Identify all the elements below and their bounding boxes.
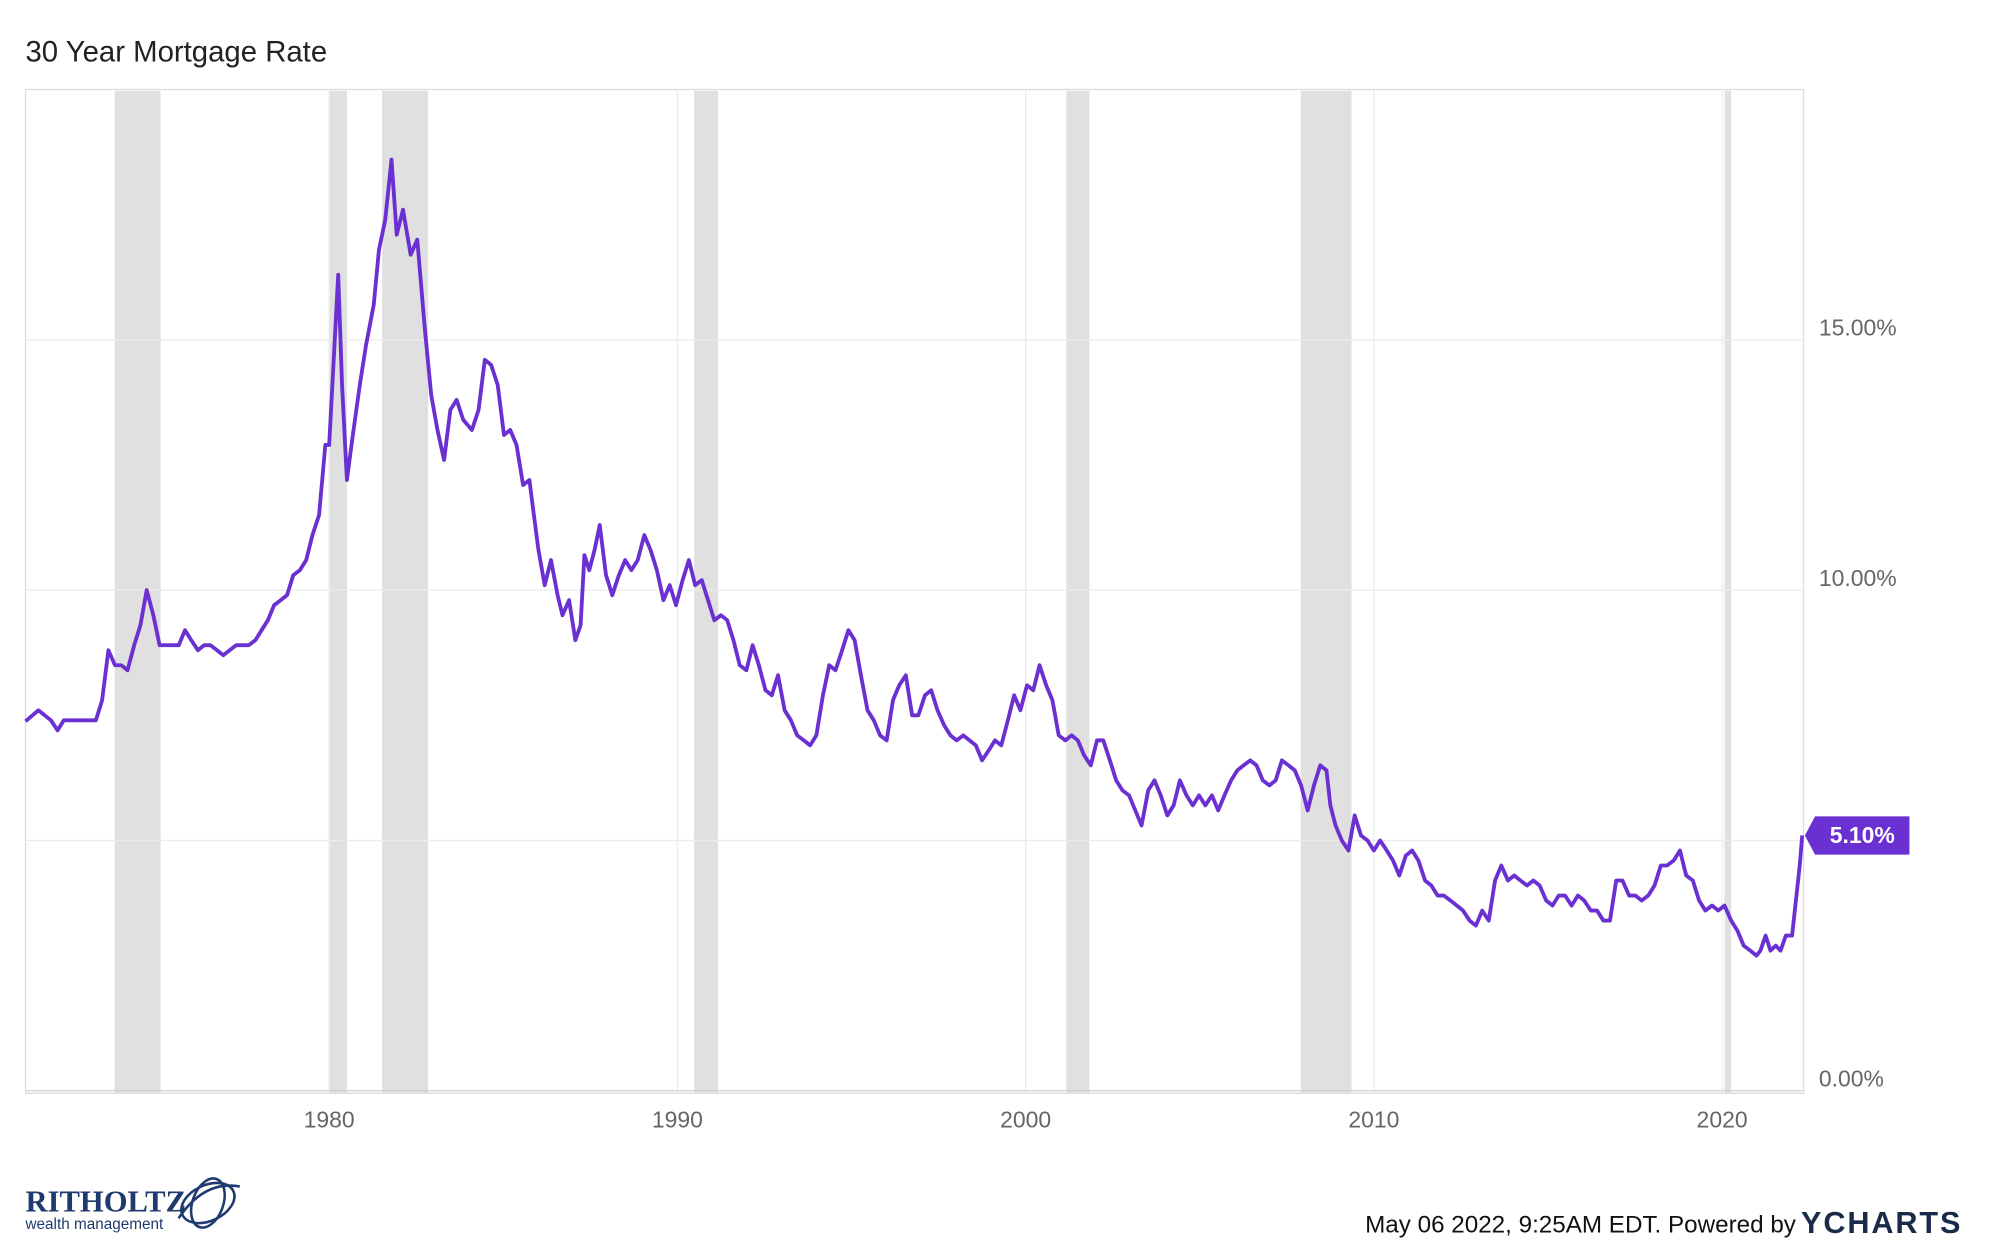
end-label-text: 5.10% bbox=[1830, 822, 1895, 848]
plot-area bbox=[24, 88, 1805, 1094]
chart-title: 30 Year Mortgage Rate bbox=[26, 36, 328, 69]
shaded-range bbox=[1300, 90, 1352, 1094]
end-label-flag bbox=[1804, 816, 1910, 855]
shaded-range bbox=[1066, 90, 1090, 1094]
timestamp: May 06 2022, 9:25AM EDT. Powered by bbox=[1365, 1211, 1797, 1238]
shaded-range bbox=[329, 90, 347, 1094]
data-line bbox=[24, 157, 1805, 958]
y-tick-label: 15.00% bbox=[1819, 315, 1897, 341]
shaded-range bbox=[1724, 90, 1732, 1094]
x-tick-label: 1980 bbox=[304, 1106, 355, 1132]
logo-subtext: wealth management bbox=[25, 1216, 165, 1233]
end-label: 5.10% bbox=[1804, 816, 1910, 855]
x-tick-label: 1990 bbox=[652, 1106, 703, 1132]
shaded-range bbox=[382, 90, 429, 1094]
x-tick-label: 2020 bbox=[1697, 1106, 1748, 1132]
x-tick-label: 2000 bbox=[1000, 1106, 1051, 1132]
shaded-range bbox=[114, 90, 161, 1094]
y-tick-label: 0.00% bbox=[1819, 1066, 1884, 1092]
y-tick-label: 10.00% bbox=[1819, 565, 1897, 591]
footer: RITHOLTZ wealth management May 06 2022, … bbox=[25, 1177, 1962, 1240]
plot-frame bbox=[24, 88, 1805, 1094]
logo-text: RITHOLTZ bbox=[26, 1184, 187, 1218]
x-tick-label: 2010 bbox=[1348, 1106, 1399, 1132]
brand[interactable]: YCHARTS bbox=[1801, 1206, 1962, 1240]
logo-mark bbox=[177, 1177, 241, 1229]
